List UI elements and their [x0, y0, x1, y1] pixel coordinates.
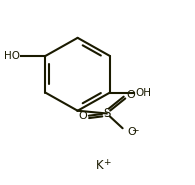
Text: HO: HO [4, 51, 20, 61]
Text: O: O [79, 111, 87, 121]
Text: OH: OH [135, 88, 151, 97]
Text: O: O [128, 127, 136, 137]
Text: +: + [103, 158, 111, 167]
Text: S: S [103, 107, 110, 120]
Text: O: O [126, 90, 135, 100]
Text: K: K [96, 159, 104, 172]
Text: −: − [131, 125, 139, 134]
